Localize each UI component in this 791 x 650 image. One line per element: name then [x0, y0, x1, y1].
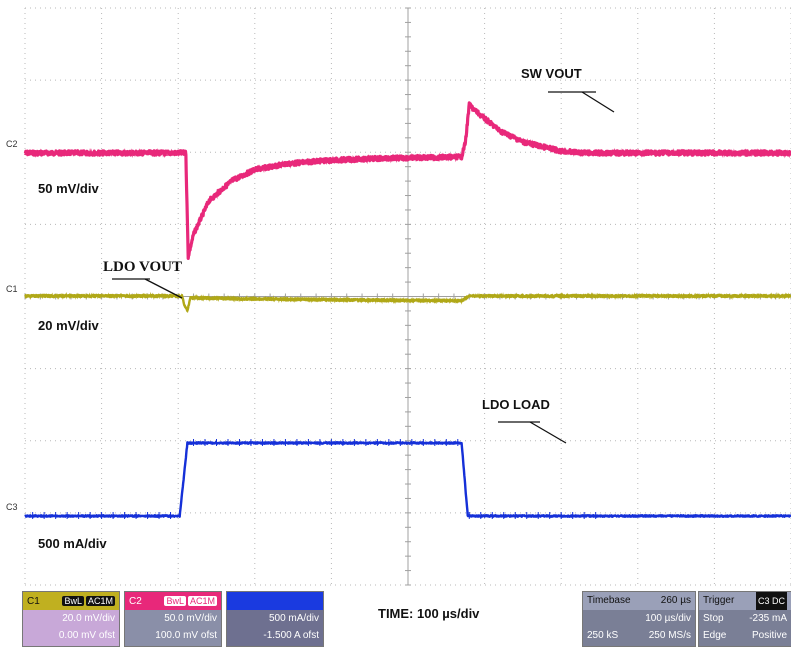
c1-channel-box[interactable]: C1 BwL AC1M 20.0 mV/div 0.00 mV ofst	[22, 591, 120, 647]
ldo-vout-annotation: LDO VOUT	[103, 259, 182, 275]
trigger-box[interactable]: Trigger C3 DC Stop -235 mA Edge Positive	[698, 591, 791, 647]
trigger-source: C3 DC	[755, 592, 787, 610]
c1-channel-tag: C1	[6, 284, 18, 294]
c1-scale-label: 20 mV/div	[38, 318, 99, 333]
timebase-rate: 250 MS/s	[648, 630, 691, 641]
trace-c2	[23, 101, 791, 260]
c1-box-name: C1	[27, 595, 40, 607]
c2-scale-label: 50 mV/div	[38, 181, 99, 196]
c2-box-name: C2	[129, 595, 142, 607]
c2-channel-tag: C2	[6, 139, 18, 149]
c2-offset: 100.0 mV ofst	[155, 630, 217, 641]
timebase-label: TIME: 100 µs/div	[378, 606, 480, 621]
sw-vout-leader-d	[581, 91, 615, 113]
trace-c2-noise	[24, 102, 791, 260]
oscilloscope-screen: C2 C1 C3 50 mV/div 20 mV/div 500 mA/div …	[6, 7, 791, 586]
timebase-box[interactable]: Timebase 260 µs 100 µs/div 250 kS 250 MS…	[582, 591, 696, 647]
timebase-samples: 250 kS	[587, 630, 619, 641]
trigger-slope: Positive	[751, 630, 787, 641]
c3-channel-tag: C3	[6, 502, 18, 512]
trace-c3-line	[24, 441, 791, 518]
timebase-title: Timebase	[587, 595, 631, 606]
c3-offset: -1.500 A ofst	[263, 630, 319, 641]
trace-c3	[24, 439, 791, 519]
ldo-vout-leader-d	[144, 278, 183, 299]
trigger-type: Edge	[703, 630, 727, 641]
c3-channel-box[interactable]: 500 mA/div -1.500 A ofst	[226, 591, 324, 647]
timebase-per-div: 100 µs/div	[645, 613, 691, 624]
c3-vdiv: 500 mA/div	[268, 613, 319, 624]
c2-coupling-tag: AC1M	[187, 596, 217, 606]
c1-vdiv: 20.0 mV/div	[62, 613, 115, 624]
c1-coupling-tag: AC1M	[85, 596, 115, 606]
c3-scale-label: 500 mA/div	[38, 536, 107, 551]
ldo-load-annotation: LDO LOAD	[482, 397, 550, 412]
c1-offset: 0.00 mV ofst	[58, 630, 115, 641]
c1-bwl-tag: BwL	[62, 596, 84, 606]
timebase-delay: 260 µs	[660, 595, 691, 606]
trace-c1-noise	[24, 291, 791, 313]
sw-vout-annotation: SW VOUT	[521, 66, 582, 81]
traces	[23, 101, 791, 519]
c2-bwl-tag: BwL	[164, 596, 186, 606]
trigger-level: -235 mA	[749, 613, 787, 624]
trace-c1	[24, 291, 791, 313]
trigger-mode: Stop	[703, 613, 724, 624]
trigger-title: Trigger	[703, 595, 735, 606]
c2-channel-box[interactable]: C2 BwL AC1M 50.0 mV/div 100.0 mV ofst	[124, 591, 222, 647]
c2-vdiv: 50.0 mV/div	[164, 613, 217, 624]
ldo-load-leader-d	[529, 421, 567, 444]
